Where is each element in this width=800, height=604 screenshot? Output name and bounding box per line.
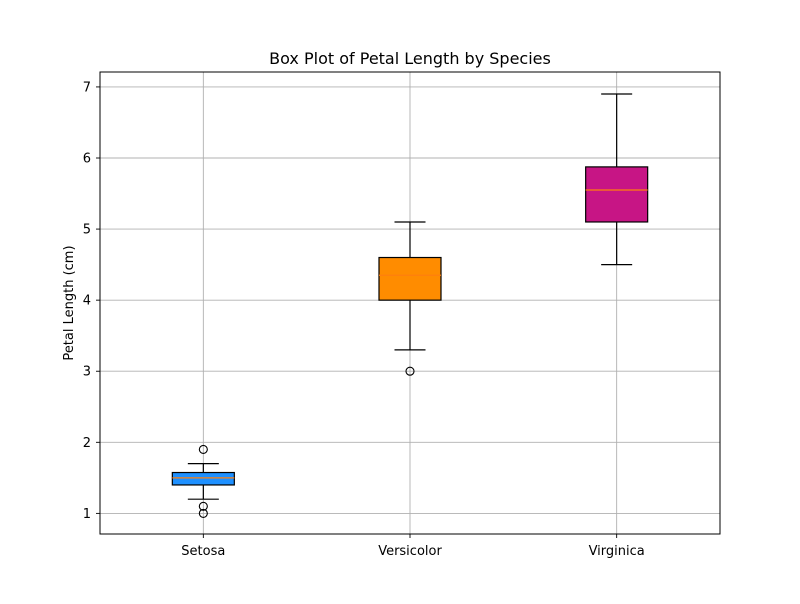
box-group-versicolor xyxy=(378,221,442,376)
outlier-point xyxy=(198,508,208,518)
x-tick-label: Virginica xyxy=(589,544,645,559)
x-tick-label: Versicolor xyxy=(378,544,442,559)
y-tick-label: 3 xyxy=(83,365,91,380)
outlier-point xyxy=(198,444,208,454)
y-tick-label: 4 xyxy=(83,294,91,309)
x-tick-label: Setosa xyxy=(181,544,225,559)
y-tick-label: 7 xyxy=(83,80,91,95)
outlier-point xyxy=(198,501,208,511)
chart-title: Box Plot of Petal Length by Species xyxy=(269,49,551,68)
y-axis-label: Petal Length (cm) xyxy=(62,245,77,360)
y-tick-label: 2 xyxy=(83,436,91,451)
y-tick-label: 6 xyxy=(83,152,91,167)
y-tick-label: 5 xyxy=(83,223,91,238)
box-iqr xyxy=(378,256,442,301)
box-iqr xyxy=(171,471,235,486)
y-tick-label: 1 xyxy=(83,507,91,522)
box-group-virginica xyxy=(585,93,649,266)
box-layer xyxy=(171,93,649,518)
tick-layer: 1 2 3 4 5 6 7 Setosa Versicolor Virginica xyxy=(83,80,645,559)
box-iqr xyxy=(585,166,649,223)
box-group-setosa xyxy=(171,444,235,518)
outlier-point xyxy=(405,366,415,376)
